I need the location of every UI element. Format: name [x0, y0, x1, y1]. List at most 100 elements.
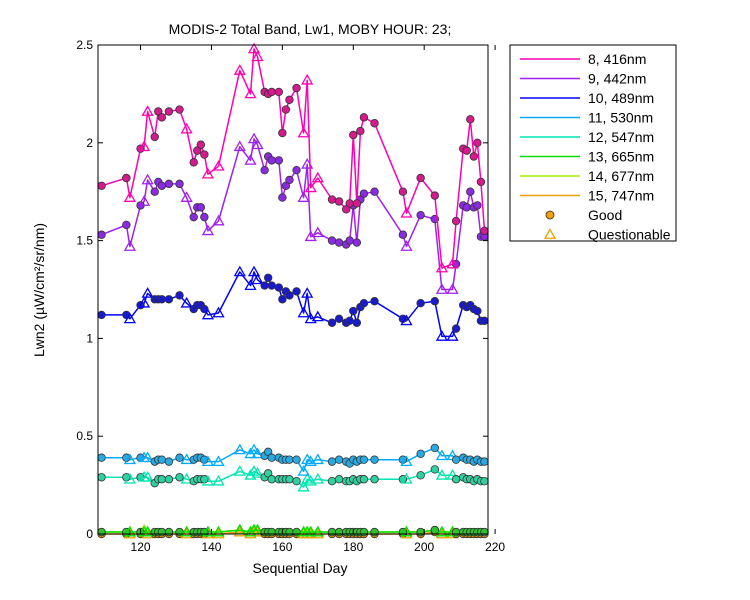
- data-point: [430, 191, 440, 200]
- data-point-questionable: [247, 132, 261, 144]
- data-point: [97, 527, 106, 537]
- data-point: [157, 295, 167, 304]
- legend-label: Good: [588, 207, 622, 223]
- data-point: [451, 527, 461, 537]
- x-tick-label: 120: [131, 540, 151, 554]
- data-point-questionable: [304, 525, 317, 537]
- data-point-questionable: [400, 240, 413, 251]
- series-11-530nm: [97, 443, 489, 476]
- data-point: [164, 295, 174, 304]
- data-point: [359, 475, 369, 484]
- data-point-questionable: [212, 474, 225, 486]
- data-point: [398, 230, 408, 239]
- y-axis-label: Lwn2 (µW/cm²/sr/nm): [31, 223, 47, 357]
- legend: 8, 416nm 9, 442nm 10, 489nm 11, 530nm 12, 54…: [509, 44, 677, 243]
- data-point: [416, 471, 425, 480]
- data-point: [334, 197, 344, 206]
- data-point-questionable: [233, 443, 246, 455]
- data-point: [334, 475, 344, 484]
- data-point-questionable: [247, 42, 261, 54]
- data-point: [150, 187, 159, 196]
- data-point-questionable: [212, 214, 225, 226]
- y-tick-label: 2.5: [76, 38, 93, 52]
- data-point-questionable: [297, 306, 310, 318]
- data-point: [267, 156, 276, 165]
- data-point: [292, 83, 301, 93]
- x-tick-label: 200: [414, 540, 434, 554]
- data-point: [164, 107, 174, 116]
- x-tick-label: 220: [485, 540, 505, 554]
- data-point-questionable: [247, 443, 261, 455]
- data-point: [189, 158, 198, 167]
- data-point-questionable: [301, 73, 314, 85]
- data-point: [292, 287, 301, 296]
- y-tick-label: 2: [86, 136, 93, 150]
- series-layer: [97, 42, 489, 539]
- x-tick-label: 180: [343, 540, 363, 554]
- data-point: [359, 189, 369, 198]
- data-point-questionable: [435, 261, 449, 273]
- data-point-questionable: [311, 527, 324, 539]
- data-point-questionable: [244, 154, 257, 165]
- data-point-questionable: [141, 105, 154, 116]
- data-point: [430, 525, 440, 535]
- data-point: [263, 273, 273, 282]
- data-point: [175, 105, 184, 114]
- y-tick-label: 0: [86, 527, 93, 541]
- data-point-questionable: [244, 87, 257, 99]
- data-point: [370, 187, 379, 196]
- data-point-questionable: [297, 480, 310, 492]
- data-point: [480, 476, 489, 486]
- data-point: [200, 304, 209, 314]
- x-tick-label: 160: [272, 540, 292, 554]
- data-point-questionable: [435, 527, 449, 539]
- data-point: [416, 449, 425, 459]
- data-point-questionable: [123, 525, 137, 537]
- data-point-questionable: [123, 240, 137, 251]
- data-point: [469, 152, 479, 161]
- data-point-questionable: [244, 525, 257, 537]
- data-point: [480, 316, 489, 325]
- data-point: [327, 457, 337, 466]
- data-point-questionable: [201, 224, 215, 236]
- legend-marker-good: [545, 210, 555, 220]
- data-point: [359, 527, 369, 537]
- data-point-questionable: [201, 167, 215, 179]
- data-point-questionable: [301, 287, 314, 298]
- data-point-questionable: [180, 527, 193, 539]
- data-point-questionable: [311, 310, 324, 322]
- legend-label: 8, 416nm: [588, 51, 646, 67]
- data-point: [430, 443, 440, 453]
- data-point-questionable: [311, 226, 324, 238]
- data-point-questionable: [446, 257, 459, 269]
- legend-label: 9, 442nm: [588, 71, 646, 87]
- chart-title: MODIS-2 Total Band, Lw1, MOBY HOUR: 23;: [169, 21, 452, 37]
- data-point-questionable: [247, 265, 261, 277]
- data-point: [164, 179, 174, 189]
- data-point: [267, 453, 276, 462]
- data-point-questionable: [123, 312, 137, 324]
- data-point: [164, 457, 174, 466]
- data-point: [345, 199, 354, 208]
- data-point-questionable: [137, 195, 151, 206]
- data-point-questionable: [180, 525, 193, 537]
- data-point-questionable: [435, 449, 449, 461]
- data-point-questionable: [201, 474, 215, 486]
- data-point: [416, 527, 425, 537]
- data-point: [285, 175, 294, 185]
- legend-label: 13, 665nm: [588, 149, 654, 165]
- data-point: [97, 181, 106, 191]
- data-point: [359, 298, 369, 308]
- data-point-questionable: [123, 191, 137, 202]
- data-point: [466, 115, 475, 124]
- legend-label: 15, 747nm: [588, 188, 654, 204]
- data-point: [327, 318, 337, 327]
- data-point: [480, 457, 489, 466]
- data-point-questionable: [212, 306, 225, 318]
- data-point: [327, 476, 337, 486]
- data-point: [285, 95, 294, 104]
- data-point-questionable: [141, 470, 154, 482]
- data-point-questionable: [304, 474, 317, 486]
- data-point: [267, 527, 276, 537]
- series-10-489nm: [97, 265, 489, 341]
